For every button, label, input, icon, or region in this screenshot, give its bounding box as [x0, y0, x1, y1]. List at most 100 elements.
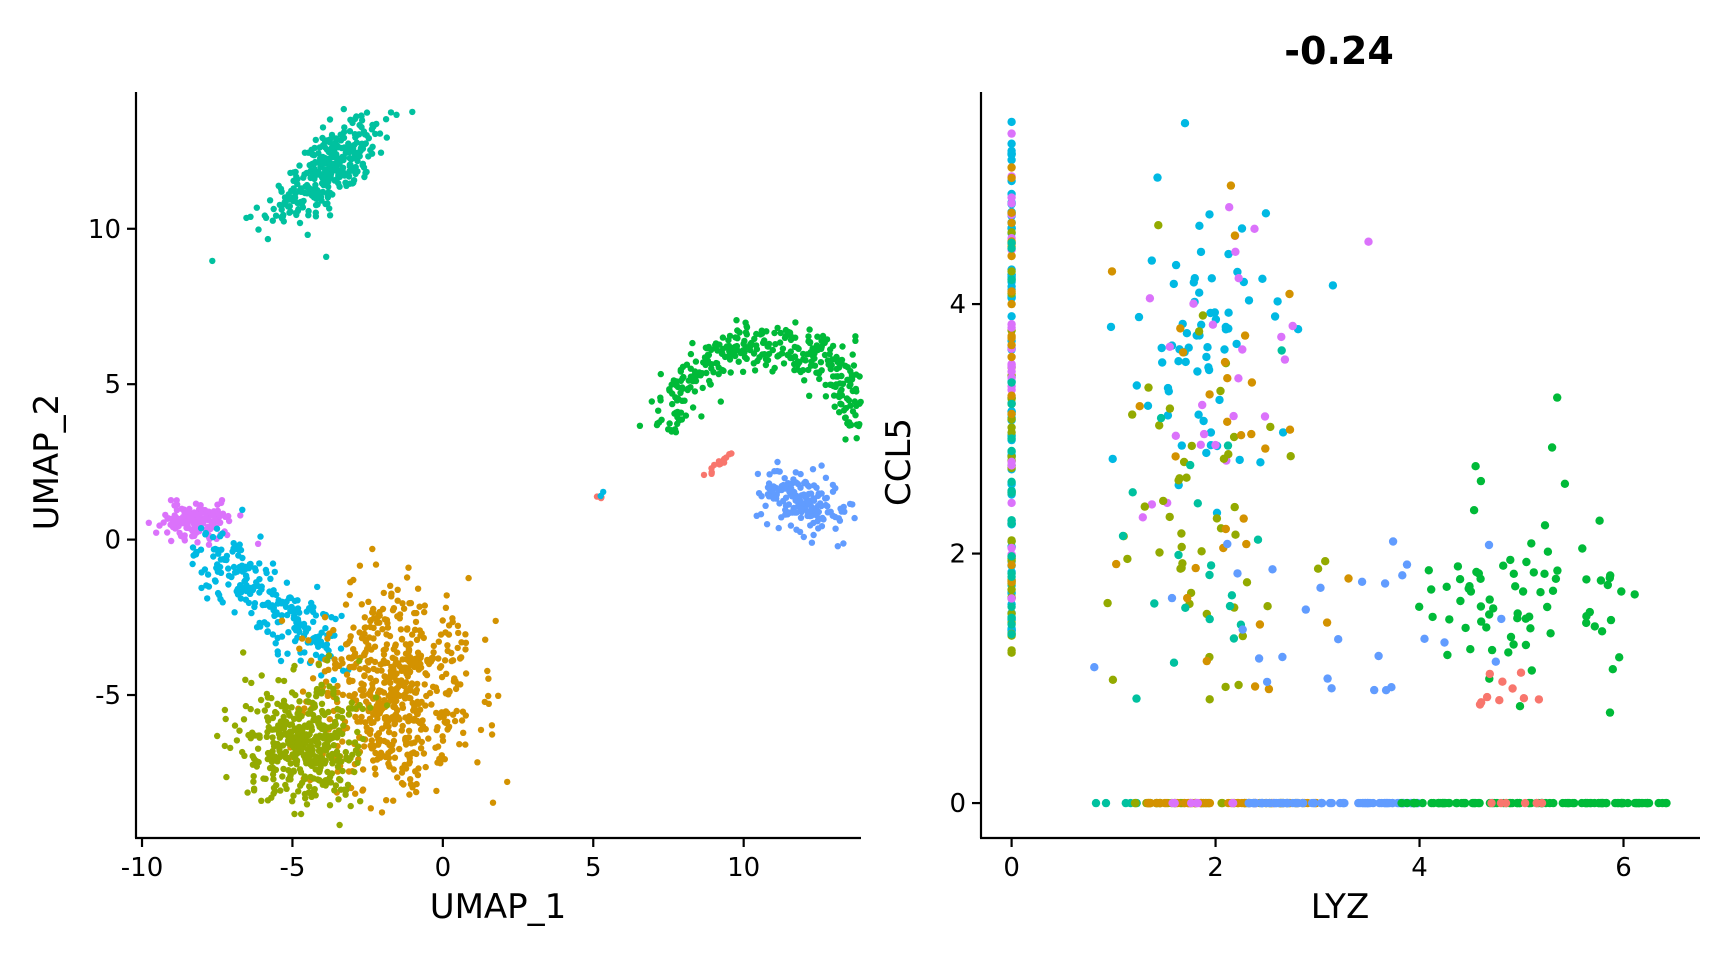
feature-cell-point	[1506, 555, 1515, 565]
umap-cell-point	[851, 514, 858, 522]
feature-cell-point	[1238, 631, 1248, 641]
umap-cell-point	[775, 487, 782, 494]
umap-cell-point	[193, 511, 201, 518]
feature-cell-point	[1240, 331, 1250, 340]
umap-cell-point	[335, 796, 342, 803]
feature-cell-point	[1007, 139, 1016, 148]
umap-cell-point	[257, 696, 265, 704]
umap-cell-point	[394, 586, 401, 593]
umap-cell-point	[780, 360, 788, 367]
umap-cell-point	[658, 416, 665, 423]
umap-cell-point	[808, 351, 815, 358]
umap-cell-point	[406, 760, 413, 767]
feature-cell-point	[1482, 623, 1491, 632]
feature-cell-point	[1251, 798, 1260, 808]
umap-cell-point	[371, 658, 379, 666]
umap-cell-point	[297, 657, 304, 664]
umap-cell-point	[231, 609, 238, 616]
umap-cell-point	[278, 617, 286, 624]
umap-cell-point	[194, 539, 201, 546]
umap-cell-point	[400, 605, 408, 612]
feature-cell-point	[1198, 400, 1207, 410]
umap-cell-point	[722, 454, 730, 461]
umap-cell-point	[403, 574, 411, 581]
feature-cell-point	[1090, 663, 1099, 672]
umap-cell-point	[672, 394, 679, 401]
umap-cell-point	[386, 632, 394, 640]
feature-cell-point	[1364, 237, 1373, 246]
umap-cell-point	[383, 616, 391, 624]
feature-cell-point	[1242, 578, 1252, 587]
umap-cell-point	[434, 743, 442, 750]
umap-cell-point	[258, 797, 265, 804]
feature-cell-point	[1156, 413, 1166, 423]
feature-cell-point	[1205, 614, 1214, 624]
umap-cell-point	[365, 153, 372, 160]
umap-cell-point	[433, 726, 440, 734]
feature-cell-point	[1258, 798, 1267, 808]
umap-cell-point	[247, 560, 254, 568]
umap-cell-point	[350, 624, 357, 631]
umap-cell-point	[383, 720, 390, 728]
umap-cell-point	[315, 747, 323, 755]
umap-cell-point	[279, 731, 286, 738]
umap-cell-point	[367, 805, 374, 812]
umap-cell-point	[328, 770, 336, 777]
umap-cell-point	[387, 679, 394, 686]
feature-cell-point	[1007, 560, 1016, 570]
umap-x-tick-label: 0	[435, 853, 452, 883]
umap-cell-point	[294, 742, 301, 749]
feature-cell-point	[1234, 680, 1243, 690]
umap-cell-point	[358, 117, 366, 124]
umap-cell-point	[810, 495, 817, 502]
umap-cell-point	[365, 598, 372, 605]
feature-cell-point	[1495, 696, 1504, 705]
umap-x-tick-label: 10	[727, 853, 760, 883]
feature-cell-point	[1170, 798, 1179, 808]
umap-cell-point	[691, 388, 699, 395]
umap-cell-point	[153, 529, 160, 536]
feature-cell-point	[1238, 345, 1247, 354]
umap-cell-point	[261, 212, 268, 219]
feature-cell-point	[1112, 559, 1121, 569]
umap-cell-point	[405, 564, 412, 571]
feature-cell-point	[1298, 798, 1308, 808]
umap-cell-point	[244, 789, 251, 796]
umap-cell-point	[192, 551, 200, 558]
umap-cell-point	[347, 755, 354, 762]
umap-cell-point	[430, 649, 437, 656]
umap-cell-point	[805, 508, 813, 515]
umap-cell-point	[367, 687, 374, 695]
feature-cell-point	[1485, 610, 1494, 619]
umap-cell-point	[354, 743, 362, 750]
umap-cell-point	[822, 381, 829, 389]
umap-cell-point	[495, 692, 502, 699]
umap-cell-point	[367, 617, 374, 625]
umap-cell-point	[413, 609, 420, 617]
umap-cell-point	[303, 608, 310, 615]
feature-cell-point	[1221, 682, 1230, 692]
feature-cell-point	[1537, 798, 1547, 808]
feature-cell-point	[1415, 602, 1424, 611]
feature-cell-point	[1195, 288, 1204, 297]
umap-cell-point	[231, 722, 239, 729]
umap-cell-point	[492, 617, 499, 625]
umap-cell-point	[777, 329, 784, 337]
umap-cell-point	[753, 330, 760, 338]
umap-cell-point	[416, 627, 423, 634]
feature-cell-point	[1424, 566, 1434, 575]
feature-cell-point	[1596, 576, 1606, 585]
umap-cell-point	[836, 517, 844, 524]
umap-cell-point	[759, 351, 766, 358]
umap-cell-point	[264, 628, 271, 635]
umap-cell-point	[189, 560, 196, 568]
umap-cell-point	[414, 680, 421, 688]
umap-cell-point	[263, 733, 270, 740]
umap-cell-point	[435, 655, 442, 662]
umap-cell-point	[343, 786, 350, 794]
feature-cell-point	[1132, 381, 1142, 390]
umap-cell-point	[367, 623, 374, 631]
umap-cell-point	[457, 681, 464, 688]
umap-cell-point	[336, 821, 343, 829]
umap-cell-point	[728, 450, 735, 457]
